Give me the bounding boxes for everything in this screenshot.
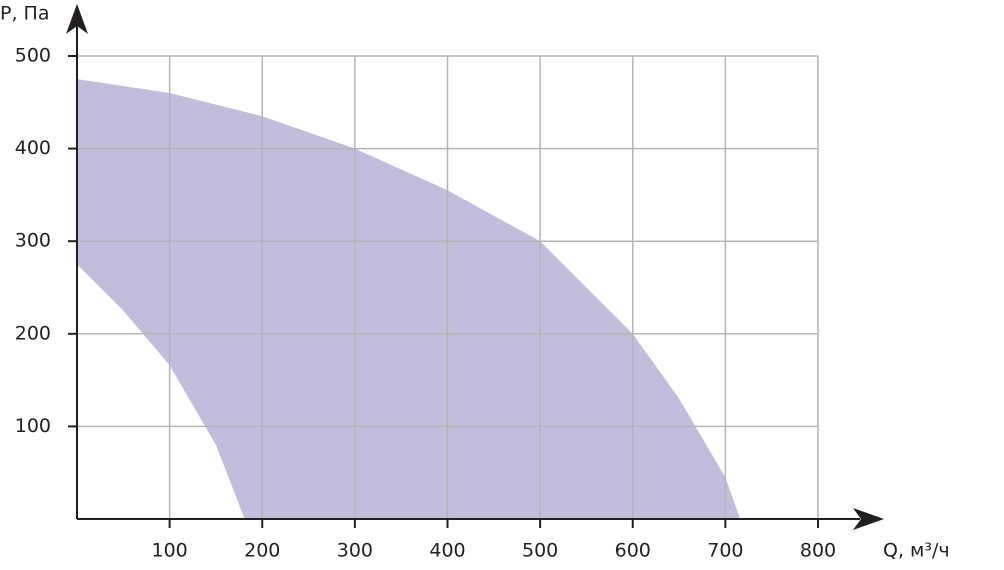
x-tick-label: 100	[151, 540, 187, 562]
x-axis-label: Q, м³/ч	[883, 540, 950, 562]
x-tick-label: 400	[429, 540, 465, 562]
area	[77, 264, 245, 519]
y-tick-label: 300	[15, 230, 51, 252]
area	[77, 79, 741, 520]
x-tick-label: 500	[522, 540, 558, 562]
x-tick-label: 700	[707, 540, 743, 562]
y-tick-label: 400	[15, 137, 51, 159]
y-tick-label: 100	[15, 415, 51, 437]
y-tick-label: 500	[15, 45, 51, 67]
x-tick-label: 600	[615, 540, 651, 562]
y-tick-label: 200	[15, 322, 51, 344]
y-axis-label: P, Па	[0, 3, 49, 25]
y-axis-arrow	[66, 4, 88, 34]
x-axis-arrow	[853, 508, 884, 530]
x-tick-label: 800	[800, 540, 836, 562]
x-tick-label: 200	[244, 540, 280, 562]
x-tick-label: 300	[337, 540, 373, 562]
